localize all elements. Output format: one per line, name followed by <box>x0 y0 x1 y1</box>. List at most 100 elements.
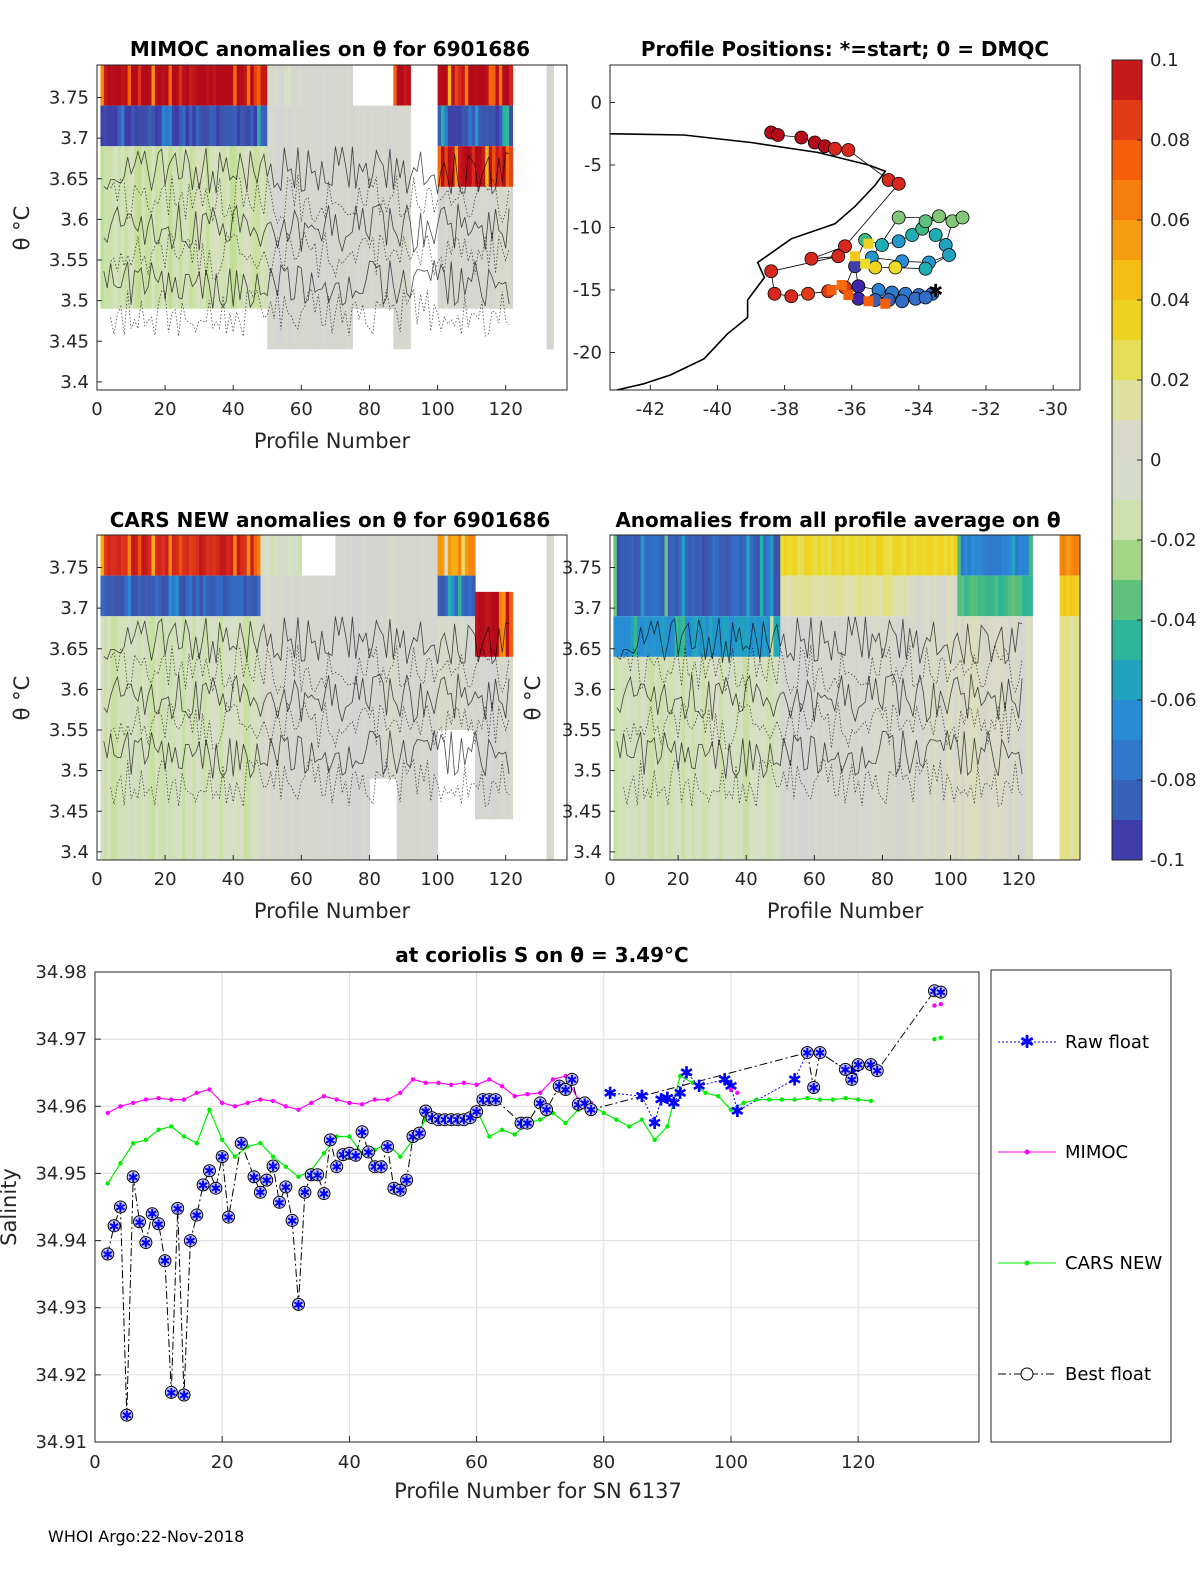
avg-cell <box>620 656 625 860</box>
avg-cell <box>793 535 798 576</box>
cars-cell <box>355 535 360 860</box>
mimoc-cell <box>464 65 469 106</box>
profile-position-square <box>826 285 837 295</box>
legend-best-marker <box>1020 1367 1034 1381</box>
cars-cell <box>195 575 200 617</box>
best-float-star: ✱ <box>401 1174 412 1189</box>
avg-cell <box>661 656 666 860</box>
series-cars-new-point <box>766 1097 772 1102</box>
cars-cell <box>124 575 129 617</box>
mimoc-cell <box>100 105 105 147</box>
avg-cell <box>776 656 781 860</box>
mimoc-cell <box>151 105 156 147</box>
mimoc-cell <box>492 105 497 147</box>
best-float-point <box>559 1083 573 1096</box>
best-float-point <box>813 1046 827 1060</box>
mimoc-cell <box>495 105 500 147</box>
avg-cell <box>742 535 747 617</box>
series-mimoc-point <box>474 1082 479 1088</box>
mimoc-cell <box>127 146 132 309</box>
best-float-star: ✱ <box>268 1160 279 1175</box>
cars-cell <box>396 535 401 860</box>
avg-cell <box>674 535 679 617</box>
raw-float-point: ✱ <box>603 1084 617 1104</box>
avg-cell <box>1059 575 1064 617</box>
mimoc-cell <box>325 65 330 350</box>
series-mimoc-tail-point <box>735 1090 740 1096</box>
mimoc-ytick-label: 3.75 <box>49 88 89 109</box>
mimoc-cell <box>447 146 452 187</box>
mimoc-cell <box>492 146 497 187</box>
series-cars-new-point <box>855 1097 861 1102</box>
avg-cell <box>804 616 809 860</box>
avg-cell <box>981 616 986 860</box>
avg-cell <box>787 535 792 576</box>
avg-cell <box>1073 535 1078 576</box>
avg-cell <box>862 575 867 617</box>
avg-cell <box>650 656 655 860</box>
best-float-star: ✱ <box>363 1146 374 1161</box>
avg-cell <box>899 535 904 576</box>
mimoc-cell <box>120 65 125 106</box>
cars-axes-box <box>96 534 568 861</box>
best-float-star: ✱ <box>802 1047 813 1062</box>
avg-cell <box>994 575 999 617</box>
avg-xtick-label: 40 <box>735 869 758 890</box>
profile-position-circle <box>891 176 906 191</box>
series-cars-new-point <box>601 1110 606 1116</box>
avg-cell <box>613 656 618 860</box>
avg-cell <box>947 535 952 576</box>
cars-cell <box>267 575 272 860</box>
best-float-point <box>330 1160 344 1174</box>
cars-cell <box>325 575 330 860</box>
cars-cell <box>124 535 129 576</box>
colorbar-segment <box>1112 300 1142 341</box>
cars-cell <box>137 575 142 617</box>
avg-cell <box>664 535 669 617</box>
mimoc-title: MIMOC anomalies on θ for 6901686 <box>130 37 530 61</box>
series-cars-new-point <box>754 1097 759 1102</box>
best-float-point <box>196 1178 210 1192</box>
cars-cell <box>243 575 248 617</box>
best-float-point <box>374 1160 388 1174</box>
cars-cell <box>430 535 435 860</box>
avg-cell <box>827 535 832 576</box>
avg-cell <box>902 616 907 860</box>
cars-cell <box>451 535 456 576</box>
mimoc-cell <box>447 105 452 147</box>
best-float-point <box>272 1195 286 1209</box>
avg-cell <box>783 616 788 860</box>
best-float-point <box>317 1187 331 1201</box>
mimoc-cell <box>454 105 459 147</box>
cars-cell <box>229 535 234 576</box>
cars-cell <box>188 535 193 576</box>
best-float-star: ✱ <box>198 1179 209 1194</box>
avg-cell <box>776 535 781 617</box>
cars-cell <box>165 535 170 576</box>
mimoc-cell <box>114 146 119 309</box>
best-float-star: ✱ <box>331 1161 342 1176</box>
cars-cell <box>297 535 302 576</box>
avg-cell <box>868 616 873 860</box>
best-float-point <box>381 1140 395 1154</box>
cars-cell <box>437 575 442 617</box>
best-float-point <box>520 1116 534 1130</box>
avg-cell <box>1069 575 1074 617</box>
best-float-point <box>349 1148 363 1162</box>
series-cars-new-point <box>258 1141 263 1146</box>
avg-cell <box>916 575 921 860</box>
mimoc-cell <box>332 65 337 350</box>
series-cars-new-point <box>716 1094 721 1099</box>
series-mimoc-point <box>156 1096 161 1101</box>
avg-cell <box>708 656 713 860</box>
avg-cell <box>817 535 822 576</box>
colorbar-tick-label: 0 <box>1150 450 1161 471</box>
avg-cell <box>722 535 727 617</box>
best-float-star: ✱ <box>210 1182 221 1197</box>
mimoc-cell <box>345 65 350 350</box>
cars-cell <box>107 575 112 617</box>
cars-cell <box>223 616 228 860</box>
best-float-star: ✱ <box>484 1094 495 1109</box>
cars-cell <box>223 535 228 576</box>
series-mimoc-point <box>410 1077 416 1082</box>
